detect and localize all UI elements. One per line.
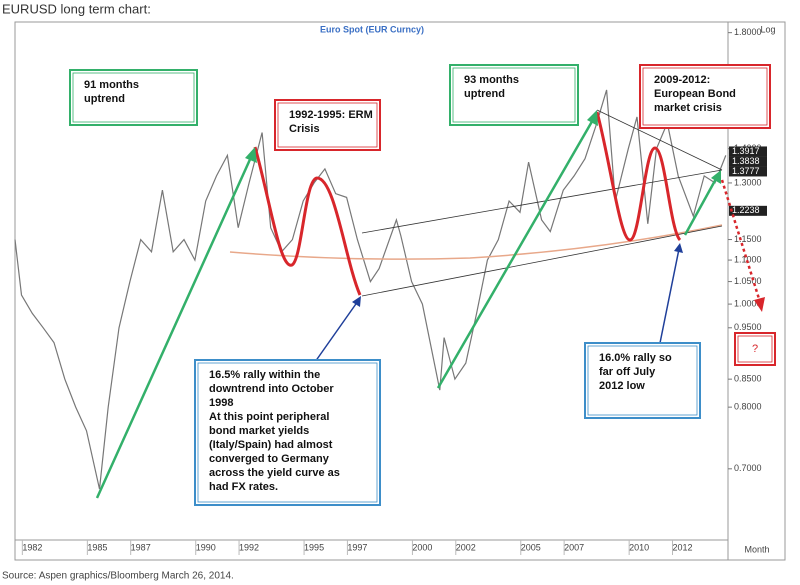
price-tag: [729, 166, 767, 177]
chart-title: Euro Spot (EUR Curncy): [320, 24, 424, 34]
arrow-head: [711, 170, 721, 184]
y-tick-label: 1.0500: [734, 276, 762, 286]
annotation-text: uptrend: [464, 88, 505, 100]
annotation-box: [69, 69, 198, 126]
arrow-head: [587, 110, 598, 126]
y-tick-label: 1.0000: [734, 298, 762, 308]
x-tick-label: 2012: [672, 542, 692, 552]
annotation-text: 16.5% rally within the: [209, 369, 320, 381]
arrow-head: [674, 243, 683, 253]
price-tag: [729, 205, 767, 216]
annotation-text: European Bond: [654, 88, 736, 100]
trend-arrow: [436, 117, 596, 389]
annotation-text: market crisis: [654, 102, 722, 114]
annotation-box-inner: [72, 72, 195, 123]
annotation-text: uptrend: [84, 93, 125, 105]
x-tick-label: 1987: [131, 542, 151, 552]
scale-label: Log: [760, 24, 775, 34]
annotation-box: [584, 342, 701, 419]
y-tick-label: 0.8500: [734, 374, 762, 384]
price-tag-label: 1.2238: [732, 205, 760, 215]
arrow-head: [754, 297, 765, 312]
price-tag-label: 1.3777: [732, 166, 760, 176]
x-tick-label: 1995: [304, 542, 324, 552]
annotation-box-inner: [277, 102, 378, 148]
x-tick-label: 2005: [521, 542, 541, 552]
annotation-box: [449, 64, 579, 126]
annotation-text: had FX rates.: [209, 481, 278, 493]
annotation-box-inner: [642, 67, 768, 126]
trend-arrow: [683, 176, 719, 236]
x-tick-label: 1982: [22, 542, 42, 552]
source-note: Source: Aspen graphics/Bloomberg March 2…: [2, 571, 234, 582]
price-tag-label: 1.3917: [732, 146, 760, 156]
annotation-text: downtrend into October: [209, 383, 334, 395]
annotation-text: 1992-1995: ERM: [289, 109, 373, 121]
y-tick-label: 0.7000: [734, 463, 762, 473]
trend-arrow: [95, 154, 254, 499]
y-tick-label: 1.1000: [734, 254, 762, 264]
wave: [595, 111, 682, 242]
trend-line: [361, 225, 723, 297]
annotation-text: 91 months: [84, 79, 139, 91]
annotation-text: across the yield curve as: [209, 467, 340, 479]
x-tick-label: 2010: [629, 542, 649, 552]
wave: [253, 146, 362, 296]
annotation-text: (Italy/Spain) had almost: [209, 439, 333, 451]
annotation-text: 2009-2012:: [654, 74, 710, 86]
y-tick-label: 1.3000: [734, 177, 762, 187]
moving-average: [229, 224, 723, 260]
annotation-text: far off July: [599, 366, 656, 378]
annotation-text: ?: [752, 343, 758, 355]
annotation-text: 16.0% rally so: [599, 352, 672, 364]
annotation-text: At this point peripheral: [209, 411, 329, 423]
x-tick-label: 1992: [239, 542, 259, 552]
arrow-head: [352, 296, 361, 307]
annotation-box: [194, 359, 381, 506]
x-axis-label: Month: [744, 544, 769, 554]
price-tag: [729, 146, 767, 157]
annotation-box-inner: [197, 362, 378, 503]
page-header: EURUSD long term chart:: [2, 1, 151, 16]
y-tick-label: 0.8000: [734, 402, 762, 412]
y-tick-label: 0.9500: [734, 322, 762, 332]
annotation-text: 2012 low: [599, 380, 645, 392]
annotation-box: [734, 332, 776, 366]
trend-line: [361, 169, 723, 234]
arrow-head: [245, 147, 257, 163]
plot-area: 0.7000 0.8000 0.8500 0.9500 1.0000 1.0500 1.10…: [14, 27, 767, 555]
trend-line: [596, 109, 723, 171]
x-tick-label: 2007: [564, 542, 584, 552]
price-line: [14, 89, 727, 490]
annotation-box-inner: [452, 67, 576, 123]
pointer-arrow: [314, 300, 359, 363]
x-tick-label: 2002: [456, 542, 476, 552]
annotation-text: 1998: [209, 397, 233, 409]
annotation-box-inner: [737, 335, 773, 363]
annotation-text: Crisis: [289, 123, 320, 135]
overlay: [95, 109, 765, 499]
price-tag: [729, 156, 767, 167]
x-tick-label: 1997: [347, 542, 367, 552]
annotation-boxes: 91 months uptrend 1992-1995: ERM Crisis 93 m…: [69, 64, 776, 506]
annotation-box: [274, 99, 381, 151]
annotation-text: converged to Germany: [209, 453, 330, 465]
price-tag-label: 1.3838: [732, 156, 760, 166]
pointer-arrow: [659, 248, 680, 344]
annotation-text: 93 months: [464, 74, 519, 86]
annotation-box: [639, 64, 771, 129]
annotation-text: bond market yields: [209, 425, 309, 437]
y-tick-label: 1.8000: [734, 27, 762, 37]
x-tick-label: 1985: [87, 542, 107, 552]
y-tick-label: 1.1500: [734, 234, 762, 244]
x-tick-label: 2000: [412, 542, 432, 552]
x-tick-label: 1990: [196, 542, 216, 552]
annotation-box-inner: [587, 345, 698, 416]
